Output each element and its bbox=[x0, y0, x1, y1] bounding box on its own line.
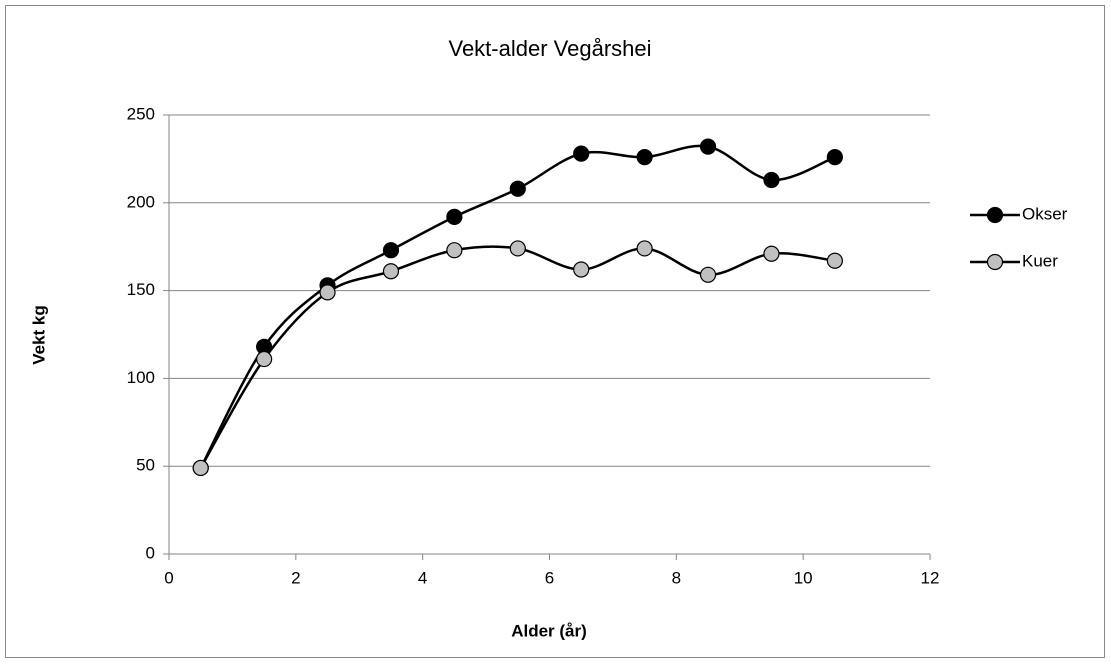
point bbox=[636, 240, 653, 257]
x-tick-label: 6 bbox=[545, 568, 554, 587]
legend-label: Kuer bbox=[1022, 251, 1058, 270]
point bbox=[446, 208, 463, 225]
point bbox=[446, 242, 463, 259]
x-tick-label: 10 bbox=[794, 568, 813, 587]
chart-frame bbox=[5, 5, 1105, 658]
y-tick-label: 150 bbox=[127, 280, 155, 299]
x-axis-title: Alder (år) bbox=[511, 621, 587, 640]
point bbox=[636, 149, 653, 166]
point bbox=[382, 242, 400, 259]
legend-marker bbox=[986, 206, 1004, 224]
y-tick-label: 200 bbox=[127, 192, 155, 211]
y-tick-label: 0 bbox=[146, 543, 155, 562]
legend-label: Okser bbox=[1022, 204, 1068, 223]
point bbox=[763, 171, 780, 189]
x-tick-label: 12 bbox=[921, 568, 940, 587]
point bbox=[763, 245, 780, 262]
point bbox=[319, 284, 336, 301]
point bbox=[382, 263, 400, 280]
chart-title: Vekt-alder Vegårshei bbox=[448, 36, 651, 61]
point bbox=[699, 266, 717, 283]
point bbox=[573, 261, 590, 278]
x-tick-label: 4 bbox=[418, 568, 427, 587]
point bbox=[509, 180, 526, 197]
point bbox=[699, 138, 717, 155]
point bbox=[573, 145, 590, 162]
y-tick-label: 50 bbox=[136, 456, 155, 475]
x-tick-label: 0 bbox=[164, 568, 173, 587]
legend-marker bbox=[986, 253, 1004, 271]
y-tick-label: 250 bbox=[127, 104, 155, 123]
y-axis-title: Vekt kg bbox=[29, 305, 48, 365]
x-tick-label: 2 bbox=[291, 568, 300, 587]
point bbox=[509, 240, 526, 257]
x-tick-label: 8 bbox=[672, 568, 681, 587]
point bbox=[192, 459, 209, 477]
point bbox=[826, 252, 843, 269]
y-tick-label: 100 bbox=[127, 368, 155, 387]
point bbox=[826, 149, 843, 166]
point bbox=[256, 350, 273, 368]
